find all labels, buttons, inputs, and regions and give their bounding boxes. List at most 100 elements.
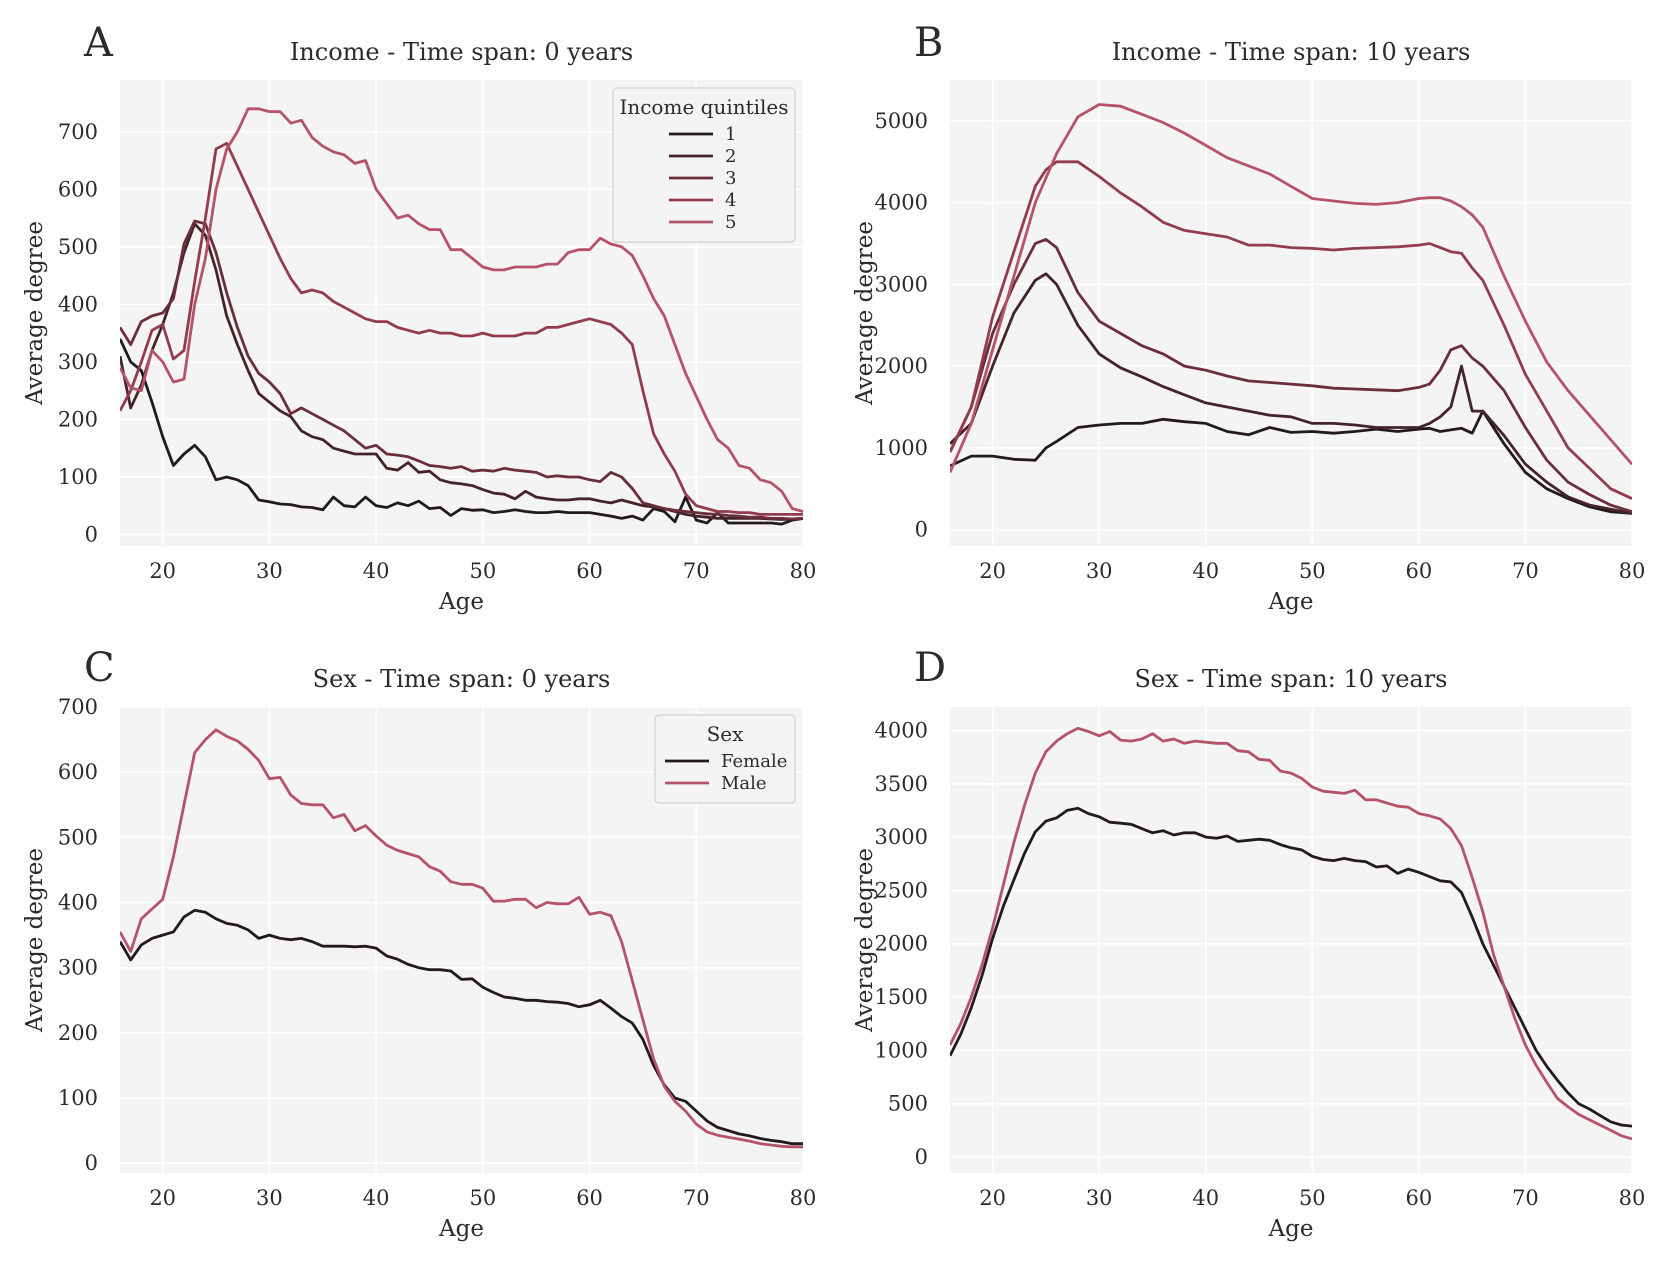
panel-label: C	[84, 645, 115, 691]
legend-entry: Male	[721, 773, 767, 794]
x-tick-label: 40	[363, 1186, 390, 1210]
y-tick-label: 2500	[875, 878, 928, 902]
y-tick-label: 700	[58, 120, 98, 144]
legend-entry: 1	[725, 124, 736, 145]
y-tick-label: 5000	[875, 109, 928, 133]
x-axis-label: Age	[1268, 589, 1314, 615]
series-line-3	[120, 219, 803, 521]
y-tick-label: 1500	[875, 985, 928, 1009]
legend-entry: 5	[725, 212, 736, 233]
x-tick-label: 80	[790, 1186, 817, 1210]
x-tick-label: 40	[363, 559, 390, 583]
legend-entry: Female	[721, 751, 787, 772]
x-tick-label: 60	[1406, 1186, 1433, 1210]
plot-area	[950, 707, 1632, 1173]
x-axis-label: Age	[438, 589, 484, 615]
x-tick-label: 30	[1086, 559, 1113, 583]
y-tick-label: 700	[58, 695, 98, 719]
legend-entry: 3	[725, 168, 736, 189]
y-axis-label: Average degree	[22, 221, 48, 406]
y-tick-label: 0	[85, 522, 98, 546]
y-tick-label: 600	[58, 760, 98, 784]
series-line-male	[950, 726, 1632, 1141]
series-line-1	[950, 409, 1632, 515]
chart-title: Sex - Time span: 10 years	[1134, 665, 1447, 693]
legend-box	[654, 714, 796, 804]
x-tick-label: 60	[576, 559, 603, 583]
x-tick-label: 50	[469, 559, 496, 583]
x-axis-label: Age	[1268, 1216, 1314, 1242]
y-axis-label: Average degree	[22, 848, 48, 1033]
y-tick-label: 500	[58, 235, 98, 259]
y-tick-label: 600	[58, 177, 98, 201]
x-tick-label: 50	[1299, 559, 1326, 583]
y-tick-label: 200	[58, 407, 98, 431]
y-tick-label: 100	[58, 1086, 98, 1110]
x-tick-label: 20	[149, 1186, 176, 1210]
x-tick-label: 20	[979, 559, 1006, 583]
x-tick-label: 20	[979, 1186, 1006, 1210]
series-line-5	[120, 107, 803, 513]
y-tick-label: 1000	[875, 1038, 928, 1062]
x-tick-label: 60	[576, 1186, 603, 1210]
x-tick-label: 30	[1086, 1186, 1113, 1210]
x-tick-label: 40	[1192, 1186, 1219, 1210]
series-line-2	[120, 222, 803, 521]
series-line-female	[120, 908, 803, 1146]
series-line-3	[950, 238, 1632, 514]
y-tick-label: 100	[58, 465, 98, 489]
y-tick-label: 3000	[875, 825, 928, 849]
x-tick-label: 80	[1619, 1186, 1646, 1210]
legend-box	[612, 87, 796, 243]
y-tick-label: 3000	[875, 272, 928, 296]
series-line-4	[120, 141, 803, 516]
legend-title: Sex	[707, 722, 745, 746]
y-tick-label: 2000	[875, 932, 928, 956]
chart-title: Sex - Time span: 0 years	[313, 665, 611, 693]
panel-label: B	[914, 20, 943, 66]
chart-title: Income - Time span: 10 years	[1112, 38, 1471, 66]
x-tick-label: 50	[1299, 1186, 1326, 1210]
y-tick-label: 4000	[875, 191, 928, 215]
plot-area	[950, 80, 1632, 546]
y-axis-label: Average degree	[852, 848, 878, 1033]
panel-c: 20 30 40 50 60 70 80 0 100 200 300 400 500 600 700 Age A…	[22, 645, 816, 1242]
x-tick-label: 40	[1192, 559, 1219, 583]
x-axis-label: Age	[438, 1216, 484, 1242]
y-tick-label: 200	[58, 1021, 98, 1045]
y-tick-label: 0	[915, 1145, 928, 1169]
x-tick-label: 80	[790, 559, 817, 583]
y-tick-label: 0	[85, 1151, 98, 1175]
legend-entry: 4	[725, 190, 736, 211]
series-line-4	[950, 160, 1632, 500]
chart-title: Income - Time span: 0 years	[290, 38, 633, 66]
y-tick-label: 1000	[875, 436, 928, 460]
panel-label: A	[83, 20, 114, 66]
y-tick-label: 400	[58, 891, 98, 915]
y-tick-label: 300	[58, 956, 98, 980]
x-tick-label: 70	[1512, 1186, 1539, 1210]
series-line-female	[950, 806, 1632, 1128]
legend-title: Income quintiles	[619, 95, 788, 119]
y-tick-label: 2000	[875, 354, 928, 378]
legend-entry: 2	[725, 146, 736, 167]
y-tick-label: 500	[58, 825, 98, 849]
x-tick-label: 50	[469, 1186, 496, 1210]
x-tick-label: 80	[1619, 559, 1646, 583]
x-tick-label: 20	[149, 559, 176, 583]
series-line-1	[120, 338, 803, 526]
y-tick-label: 300	[58, 350, 98, 374]
x-tick-label: 30	[256, 1186, 283, 1210]
panel-label: D	[914, 645, 946, 691]
y-axis-label: Average degree	[852, 221, 878, 406]
x-tick-label: 60	[1406, 559, 1433, 583]
x-tick-label: 70	[683, 559, 710, 583]
y-tick-label: 3500	[875, 772, 928, 796]
x-tick-label: 70	[683, 1186, 710, 1210]
y-tick-label: 400	[58, 292, 98, 316]
y-tick-label: 500	[888, 1092, 928, 1116]
series-line-male	[120, 728, 803, 1149]
